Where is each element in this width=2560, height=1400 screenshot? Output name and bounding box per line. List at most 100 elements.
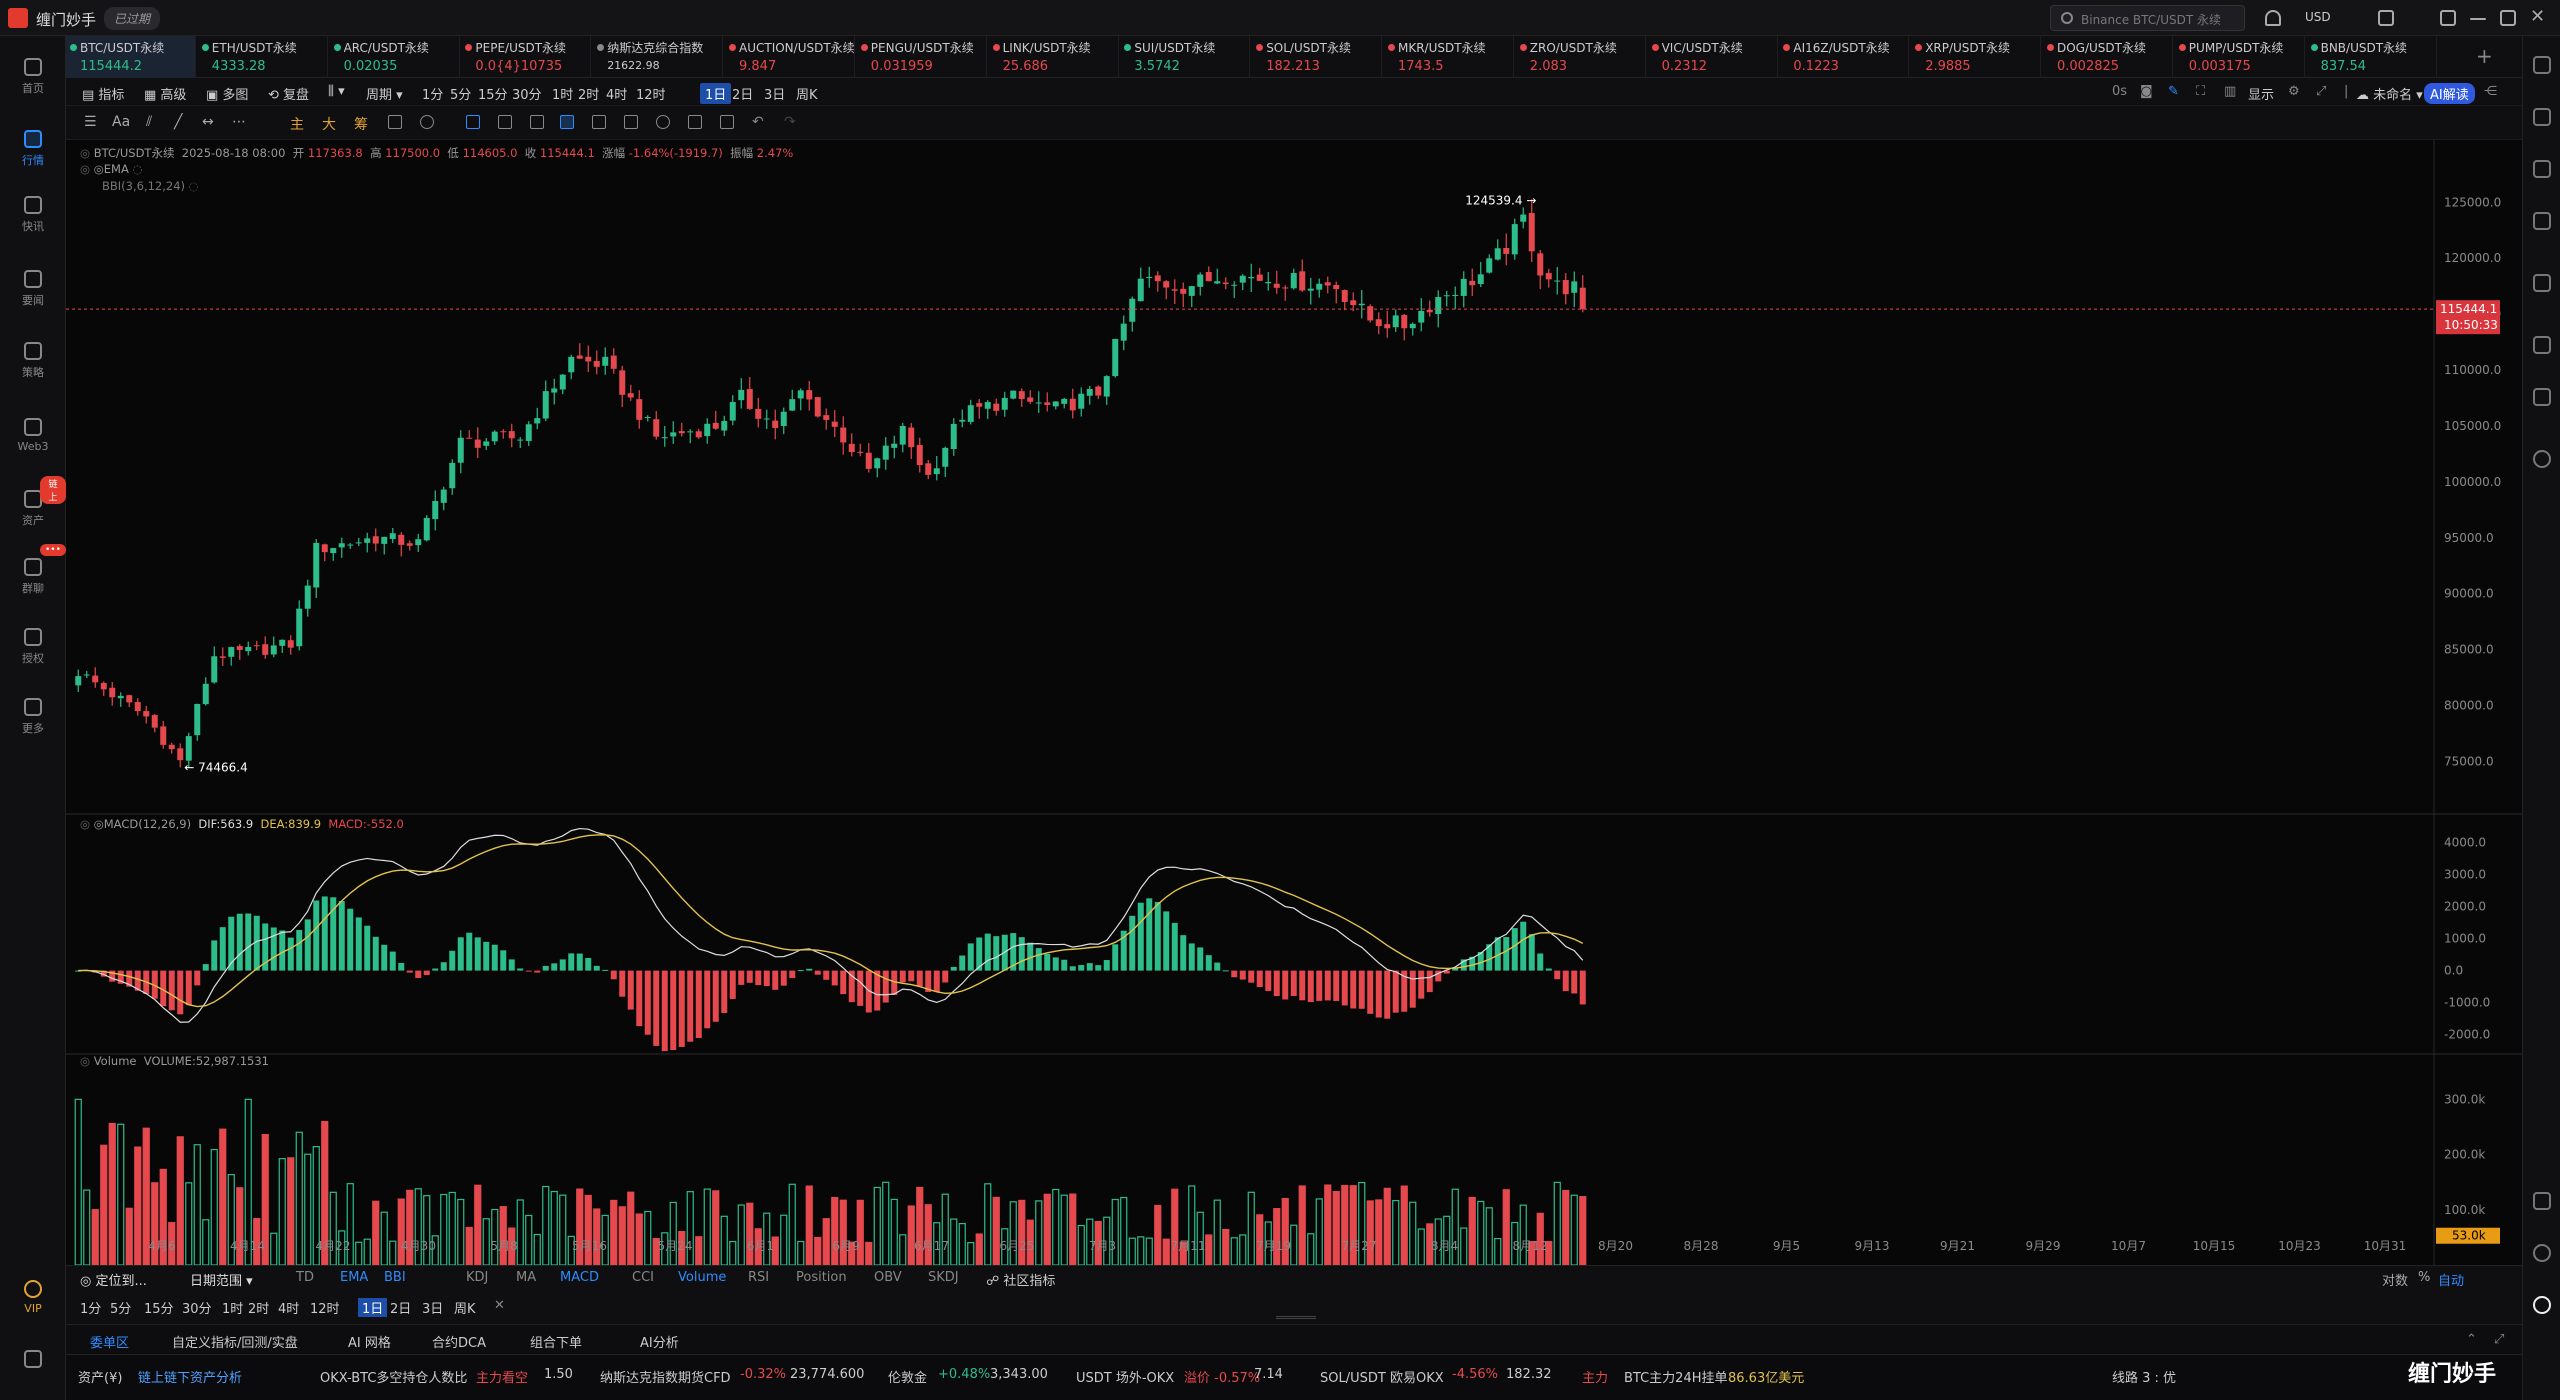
candle[interactable]: [1214, 268, 1221, 285]
candle[interactable]: [1562, 273, 1569, 305]
kline-chart-svg[interactable]: 125000.0120000.0115000.0110000.0105000.0…: [66, 140, 2522, 1265]
candle[interactable]: [1418, 298, 1425, 332]
candle[interactable]: [92, 667, 99, 688]
order-tab-4[interactable]: 组合下单: [530, 1336, 583, 1351]
candle[interactable]: [160, 720, 167, 749]
order-tab-5[interactable]: AI分析: [640, 1336, 679, 1351]
candle[interactable]: [270, 636, 277, 658]
candle[interactable]: [466, 430, 473, 439]
redo-icon[interactable]: ↷: [784, 114, 796, 130]
indicator-obv[interactable]: OBV: [874, 1270, 902, 1285]
share-icon[interactable]: ⋲: [2484, 84, 2497, 99]
ticker-0[interactable]: BTC/USDT永续 115444.2: [66, 36, 196, 78]
ticker-8[interactable]: SUI/USDT永续 3.5742: [1120, 36, 1251, 78]
chou-button[interactable]: 筹: [354, 117, 368, 133]
trend-line-icon[interactable]: ╱: [174, 114, 183, 130]
tools-icon[interactable]: [2533, 388, 2551, 406]
community-indicator-button[interactable]: ☍ 社区指标: [986, 1274, 1056, 1289]
trash-icon[interactable]: [720, 115, 734, 129]
candle[interactable]: [423, 515, 430, 542]
candle[interactable]: [627, 384, 634, 401]
candle[interactable]: [831, 410, 838, 438]
ticker-3[interactable]: PEPE/USDT永续 0.0{4}10735: [461, 36, 592, 78]
candle[interactable]: [517, 437, 524, 449]
candle[interactable]: [721, 415, 728, 436]
candle[interactable]: [1146, 266, 1153, 288]
brush-icon[interactable]: [498, 115, 512, 129]
candle[interactable]: [355, 537, 362, 546]
candle[interactable]: [347, 543, 354, 549]
ticker-5[interactable]: AUCTION/USDT永续 9.847: [725, 36, 855, 78]
candle[interactable]: [1069, 388, 1076, 419]
candle[interactable]: [1027, 390, 1034, 404]
timeframe-5[interactable]: 2时: [578, 88, 600, 103]
candle[interactable]: [296, 600, 303, 651]
timeframe-3[interactable]: 30分: [512, 88, 542, 103]
bottom-timeframe-0[interactable]: 1分: [80, 1302, 102, 1317]
locate-button[interactable]: ◎ 定位到...: [80, 1274, 147, 1289]
layout-name-button[interactable]: ☁ 未命名 ▾: [2356, 88, 2423, 103]
candle[interactable]: [755, 397, 762, 428]
candle[interactable]: [1401, 314, 1408, 341]
sidebar-item-2[interactable]: 快讯: [0, 182, 66, 244]
candle[interactable]: [1078, 387, 1085, 417]
candle[interactable]: [1443, 290, 1450, 307]
candle[interactable]: [1341, 289, 1348, 311]
candle[interactable]: [1579, 275, 1586, 313]
list-icon[interactable]: [2533, 108, 2551, 126]
replay-button[interactable]: ⟲ 复盘: [268, 88, 310, 103]
candle[interactable]: [942, 446, 949, 477]
candle[interactable]: [712, 410, 719, 430]
timeframe-6[interactable]: 4时: [606, 88, 628, 103]
panda-icon[interactable]: [2533, 1296, 2551, 1314]
candle[interactable]: [1086, 385, 1093, 405]
camera-icon[interactable]: ◙: [2140, 84, 2153, 99]
candle[interactable]: [1554, 267, 1561, 295]
candle[interactable]: [763, 409, 770, 429]
indicator-cci[interactable]: CCI: [632, 1270, 654, 1285]
candle[interactable]: [330, 547, 337, 561]
candle[interactable]: [1256, 267, 1263, 281]
candle[interactable]: [738, 378, 745, 409]
timeframe-4[interactable]: 1时: [552, 88, 574, 103]
candle[interactable]: [772, 409, 779, 440]
candle[interactable]: [746, 377, 753, 410]
ticker-15[interactable]: DOG/USDT永续 0.002825: [2043, 36, 2173, 78]
candle[interactable]: [925, 459, 932, 480]
timeframe-10[interactable]: 3日: [764, 88, 786, 103]
candle[interactable]: [440, 486, 447, 511]
advanced-button[interactable]: ▦ 高级: [144, 88, 187, 103]
date-range-button[interactable]: 日期范围 ▾: [190, 1274, 253, 1289]
maximize-icon[interactable]: [2500, 10, 2516, 26]
menu-icon[interactable]: ☰: [84, 114, 97, 130]
candle[interactable]: [993, 398, 1000, 416]
candle[interactable]: [1494, 239, 1501, 261]
candle[interactable]: [126, 694, 133, 708]
candle[interactable]: [891, 435, 898, 459]
bottom-timeframe-6[interactable]: 4时: [278, 1302, 300, 1317]
candle[interactable]: [687, 429, 694, 444]
candle[interactable]: [865, 443, 872, 473]
indicator-button[interactable]: ▤ 指标: [82, 88, 125, 103]
ticker-14[interactable]: XRP/USDT永续 2.9885: [1911, 36, 2042, 78]
candle[interactable]: [933, 455, 940, 481]
candle[interactable]: [1001, 391, 1008, 417]
help-icon[interactable]: [2533, 1244, 2551, 1262]
edit-icon[interactable]: [624, 115, 638, 129]
ema-legend[interactable]: ◎ ◎EMA ◌: [80, 162, 143, 176]
candle[interactable]: [1511, 218, 1518, 260]
filter-icon[interactable]: [688, 115, 702, 129]
mail-icon[interactable]: [2378, 10, 2394, 26]
candle[interactable]: [1103, 375, 1110, 405]
candle[interactable]: [168, 742, 175, 754]
candle[interactable]: [245, 641, 252, 656]
candle[interactable]: [1231, 281, 1238, 299]
ticker-9[interactable]: SOL/USDT永续 182.213: [1252, 36, 1383, 78]
bottom-timeframe-11[interactable]: 周K: [454, 1302, 476, 1317]
candle[interactable]: [1171, 279, 1178, 304]
candle[interactable]: [899, 422, 906, 453]
candle[interactable]: [857, 443, 864, 457]
candle[interactable]: [619, 365, 626, 408]
candle[interactable]: [491, 430, 498, 445]
candle[interactable]: [313, 539, 320, 599]
